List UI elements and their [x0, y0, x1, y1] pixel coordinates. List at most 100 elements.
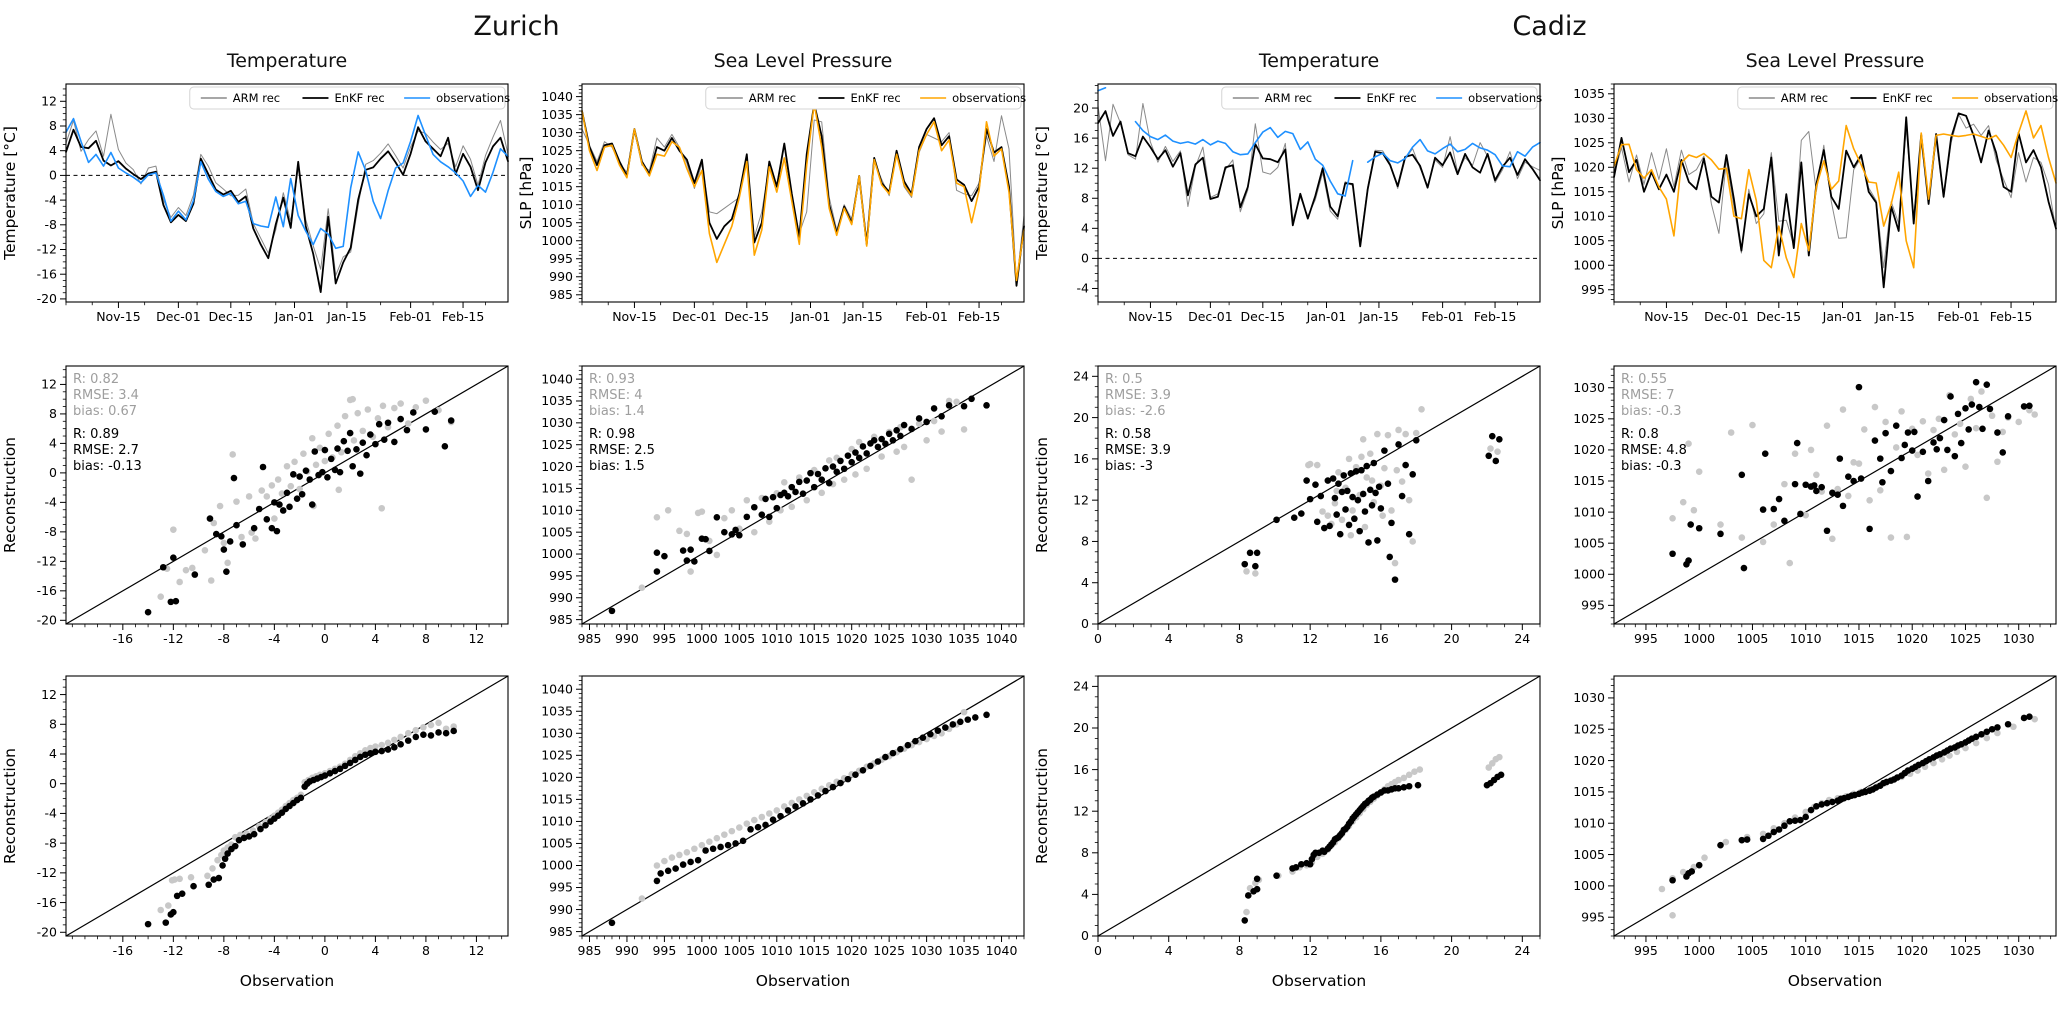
stats-arm-line: R: 0.55 — [1621, 372, 1667, 387]
svg-text:16: 16 — [1073, 130, 1089, 145]
svg-text:4: 4 — [1081, 575, 1089, 590]
svg-text:16: 16 — [1373, 631, 1389, 646]
svg-text:0: 0 — [1094, 943, 1102, 958]
svg-text:Observation: Observation — [240, 972, 334, 990]
svg-text:Feb-01: Feb-01 — [905, 309, 948, 324]
legend-label: observations — [1468, 91, 1542, 105]
svg-text:1020: 1020 — [836, 943, 868, 958]
panel-zurich-temperature-scatter: -16 -12 -8 -4 0 4 8 12 12 8 4 0 -4 -8 -12 -16 -20 R: 0.82… — [0, 358, 516, 658]
svg-text:985: 985 — [549, 924, 573, 939]
svg-text:1005: 1005 — [541, 215, 573, 230]
svg-text:1015: 1015 — [541, 179, 573, 194]
svg-text:4: 4 — [49, 436, 57, 451]
stats-enkf-line: bias: -0.3 — [1621, 459, 1681, 474]
svg-text:0: 0 — [1081, 928, 1089, 943]
chart-cadiz-slp-scatter: 995 1000 1005 1010 1015 1020 1025 1030 1030 1025 1… — [1548, 358, 2064, 658]
svg-text:1000: 1000 — [1683, 943, 1715, 958]
cadiz-slp-timeseries-svg: Nov-15 Dec-01 Dec-15 Jan-01 Jan-15 Feb-01 Feb-… — [1549, 83, 2058, 324]
svg-text:985: 985 — [549, 287, 573, 302]
stats-arm-line: RMSE: 4 — [589, 388, 643, 403]
svg-text:-20: -20 — [37, 924, 57, 939]
svg-text:1035: 1035 — [1573, 86, 1605, 101]
chart-zurich-temperature-qq: -16 -12 -8 -4 0 4 8 12 12 8 4 0 -4 -8 -12 -16 -20 Reconst… — [0, 668, 516, 1000]
panel-zurich-slp-timeseries: Sea Level Pressure Nov-15 Dec-01 Dec-15 Jan… — [516, 48, 1032, 336]
cadiz-slp-scatter-svg: 995 1000 1005 1010 1015 1020 1025 1030 1030 1025 1… — [1573, 365, 2057, 646]
panel-title-cadiz-slp: Sea Level Pressure — [1745, 50, 1925, 72]
chart-zurich-temperature-scatter: -16 -12 -8 -4 0 4 8 12 12 8 4 0 -4 -8 -12 -16 -20 R: 0.82… — [0, 358, 516, 658]
svg-text:-20: -20 — [37, 613, 57, 628]
svg-text:1040: 1040 — [541, 681, 573, 696]
svg-text:1025: 1025 — [1950, 631, 1982, 646]
svg-text:985: 985 — [549, 612, 573, 627]
svg-text:24: 24 — [1073, 369, 1089, 384]
chart-zurich-slp-timeseries: Nov-15 Dec-01 Dec-15 Jan-01 Jan-15 Feb-01 Feb-… — [516, 74, 1032, 336]
svg-text:4: 4 — [371, 943, 379, 958]
cadiz-slp-qq-svg: 995 1000 1005 1010 1015 1020 1025 1030 1030 1025 1… — [1573, 675, 2057, 990]
svg-text:12: 12 — [41, 687, 57, 702]
panel-cadiz-slp-qq: 995 1000 1005 1010 1015 1020 1025 1030 1030 1025 1… — [1548, 668, 2064, 1000]
svg-text:990: 990 — [549, 902, 573, 917]
svg-text:1015: 1015 — [1843, 943, 1875, 958]
svg-text:1000: 1000 — [541, 233, 573, 248]
legend-label: EnKF rec — [1882, 91, 1932, 105]
city-title-zurich: Zurich — [473, 11, 560, 42]
svg-text:1025: 1025 — [1950, 943, 1982, 958]
svg-text:Observation: Observation — [1788, 972, 1882, 990]
svg-text:Reconstruction: Reconstruction — [1, 748, 19, 864]
svg-text:Nov-15: Nov-15 — [1128, 309, 1172, 324]
svg-text:Observation: Observation — [1272, 972, 1366, 990]
panel-zurich-slp-qq: 985 990 995 1000 1005 1010 1015 1020 1025 1030 103… — [516, 668, 1032, 1000]
svg-text:Dec-15: Dec-15 — [1241, 309, 1286, 324]
svg-text:4: 4 — [1165, 631, 1173, 646]
svg-text:Nov-15: Nov-15 — [612, 309, 656, 324]
svg-text:8: 8 — [422, 943, 430, 958]
svg-text:20: 20 — [1444, 631, 1460, 646]
svg-text:1010: 1010 — [761, 631, 793, 646]
svg-text:985: 985 — [578, 943, 602, 958]
svg-text:990: 990 — [549, 269, 573, 284]
svg-text:Reconstruction: Reconstruction — [1033, 748, 1051, 864]
panel-title-zurich-temperature: Temperature — [226, 50, 348, 72]
svg-text:1030: 1030 — [2003, 943, 2035, 958]
svg-text:SLP [hPa]: SLP [hPa] — [517, 157, 535, 230]
svg-text:-12: -12 — [37, 242, 57, 257]
timeseries-row: Temperature Nov-15 Dec-01 Dec-15 Jan-01 Jan-… — [0, 48, 2067, 336]
svg-text:20: 20 — [1073, 410, 1089, 425]
svg-text:0: 0 — [49, 168, 57, 183]
svg-text:-4: -4 — [1077, 281, 1090, 296]
svg-text:1025: 1025 — [1573, 135, 1605, 150]
svg-text:1040: 1040 — [986, 943, 1018, 958]
svg-text:1000: 1000 — [1573, 566, 1605, 581]
svg-text:1010: 1010 — [1790, 943, 1822, 958]
legend-label: ARM rec — [749, 91, 796, 105]
svg-text:Temperature [°C]: Temperature [°C] — [1033, 126, 1051, 261]
legend-label: ARM rec — [233, 91, 280, 105]
svg-text:-8: -8 — [45, 217, 58, 232]
svg-text:1020: 1020 — [541, 161, 573, 176]
svg-text:1030: 1030 — [2003, 631, 2035, 646]
svg-text:16: 16 — [1073, 451, 1089, 466]
svg-text:995: 995 — [1581, 909, 1605, 924]
svg-text:Feb-15: Feb-15 — [1474, 309, 1517, 324]
svg-text:1030: 1030 — [1573, 110, 1605, 125]
svg-text:Jan-01: Jan-01 — [274, 309, 315, 324]
city-title-row: Zurich Cadiz — [0, 0, 2067, 48]
svg-text:1000: 1000 — [541, 858, 573, 873]
svg-text:Dec-01: Dec-01 — [156, 309, 201, 324]
svg-text:1015: 1015 — [1843, 631, 1875, 646]
svg-text:1005: 1005 — [1737, 631, 1769, 646]
legend-label: ARM rec — [1265, 91, 1312, 105]
svg-text:-12: -12 — [37, 865, 57, 880]
svg-text:0: 0 — [1081, 616, 1089, 631]
svg-text:-8: -8 — [218, 631, 231, 646]
svg-text:-12: -12 — [163, 943, 183, 958]
svg-text:4: 4 — [1081, 221, 1089, 236]
svg-text:16: 16 — [1073, 762, 1089, 777]
legend-label: observations — [1984, 91, 2058, 105]
svg-text:995: 995 — [652, 631, 676, 646]
stats-enkf-line: bias: 1.5 — [589, 459, 645, 474]
svg-text:Feb-15: Feb-15 — [442, 309, 485, 324]
svg-text:8: 8 — [422, 631, 430, 646]
svg-text:Dec-01: Dec-01 — [672, 309, 717, 324]
